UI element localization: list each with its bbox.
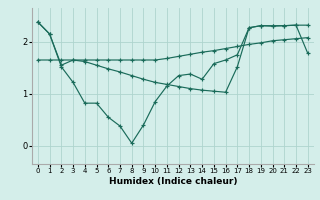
X-axis label: Humidex (Indice chaleur): Humidex (Indice chaleur) — [108, 177, 237, 186]
